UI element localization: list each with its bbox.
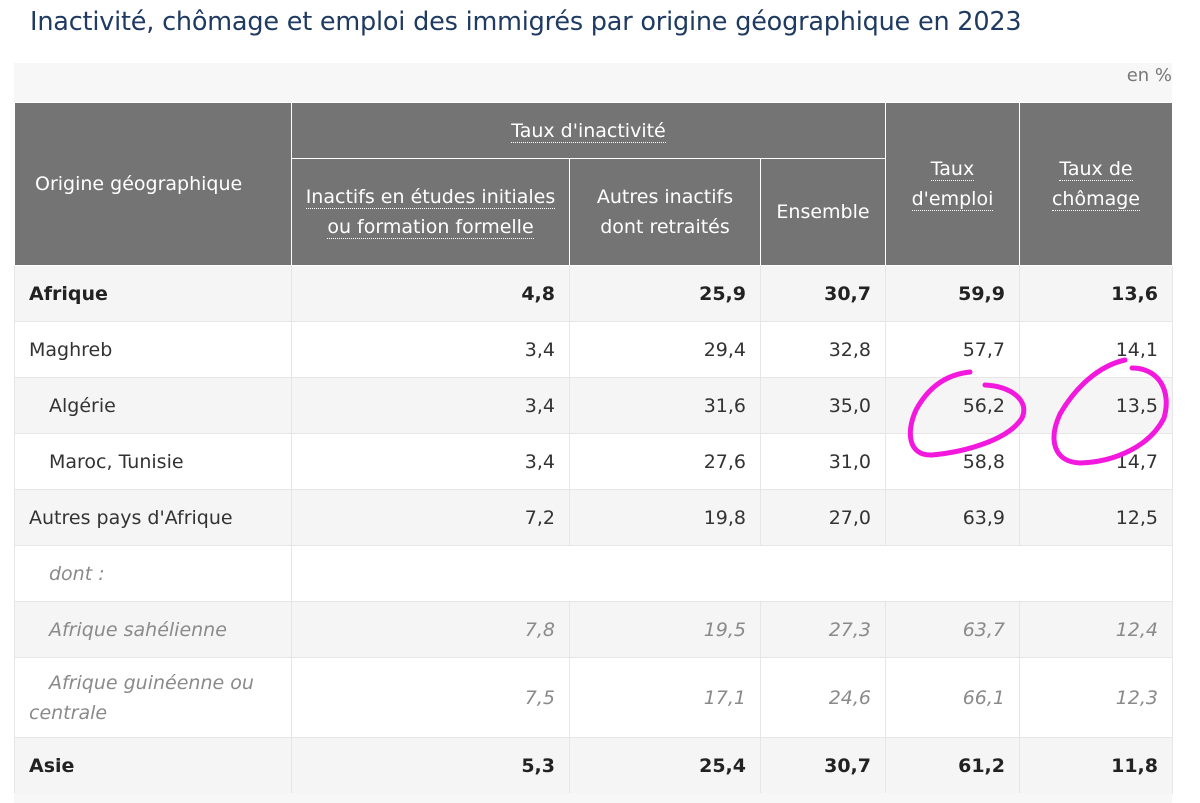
cell-unemployment: 12,5 [1019, 489, 1173, 546]
header-inactivity-group-text: Taux d'inactivité [511, 119, 666, 143]
cell-employment: 63,9 [885, 489, 1020, 546]
cell-employment: 66,1 [885, 657, 1020, 738]
cell-others: 25,4 [569, 737, 761, 794]
cell-others: 19,8 [569, 489, 761, 546]
cell-students: 7,2 [291, 489, 570, 546]
cell-students: 3,4 [291, 321, 570, 378]
cell-total: 27,3 [760, 601, 886, 658]
row-label: Asie [14, 737, 292, 794]
cell-unemployment: 11,8 [1019, 737, 1173, 794]
cell-employment: 61,2 [885, 737, 1020, 794]
cell-unemployment: 13,6 [1019, 265, 1173, 322]
header-total: Ensemble [760, 158, 886, 266]
cell-unemployment: 12,4 [1019, 601, 1173, 658]
cell-others: 29,4 [569, 321, 761, 378]
table-row: Maroc, Tunisie 3,4 27,6 31,0 58,8 14,7 [14, 433, 1173, 490]
header-unemployment-rate: Taux de chômage [1019, 102, 1173, 266]
header-employment-rate: Taux d'emploi [885, 102, 1020, 266]
header-students-text: Inactifs en études initiales ou formatio… [305, 186, 556, 239]
header-employment-rate-text: Taux d'emploi [911, 158, 994, 211]
cell-others: 31,6 [569, 377, 761, 434]
table-row-dont: dont : [14, 545, 1173, 602]
table-row: Afrique guinéenne ou centrale 7,5 17,1 2… [14, 657, 1173, 738]
row-label: Maroc, Tunisie [14, 433, 292, 490]
cell-total: 35,0 [760, 377, 886, 434]
cell-total: 31,0 [760, 433, 886, 490]
cell-employment: 58,8 [885, 433, 1020, 490]
header-students: Inactifs en études initiales ou formatio… [291, 158, 570, 266]
table-bottom-band [14, 793, 1172, 803]
cell-unemployment: 14,1 [1019, 321, 1173, 378]
cell-total: 24,6 [760, 657, 886, 738]
empty-cell [291, 545, 1173, 602]
cell-total: 30,7 [760, 265, 886, 322]
cell-students: 7,5 [291, 657, 570, 738]
page-title: Inactivité, chômage et emploi des immigr… [30, 7, 1022, 37]
header-others: Autres inactifs dont retraités [569, 158, 761, 266]
cell-employment: 57,7 [885, 321, 1020, 378]
cell-total: 30,7 [760, 737, 886, 794]
cell-students: 3,4 [291, 377, 570, 434]
cell-students: 5,3 [291, 737, 570, 794]
table-row: Asie 5,3 25,4 30,7 61,2 11,8 [14, 737, 1173, 794]
cell-unemployment: 14,7 [1019, 433, 1173, 490]
cell-students: 7,8 [291, 601, 570, 658]
cell-others: 27,6 [569, 433, 761, 490]
cell-unemployment: 13,5 [1019, 377, 1173, 434]
table-row: Autres pays d'Afrique 7,2 19,8 27,0 63,9… [14, 489, 1173, 546]
table-row: Algérie 3,4 31,6 35,0 56,2 13,5 [14, 377, 1173, 434]
cell-students: 4,8 [291, 265, 570, 322]
row-label: Autres pays d'Afrique [14, 489, 292, 546]
cell-others: 25,9 [569, 265, 761, 322]
data-table: Origine géographique Taux d'inactivité T… [14, 102, 1173, 794]
unit-label: en % [1126, 65, 1172, 86]
row-label: Afrique sahélienne [14, 601, 292, 658]
cell-others: 19,5 [569, 601, 761, 658]
cell-total: 32,8 [760, 321, 886, 378]
row-label: dont : [14, 545, 292, 602]
cell-total: 27,0 [760, 489, 886, 546]
row-label: Maghreb [14, 321, 292, 378]
unit-band [14, 63, 1172, 103]
table-row: Afrique 4,8 25,9 30,7 59,9 13,6 [14, 265, 1173, 322]
row-label: Algérie [14, 377, 292, 434]
cell-employment: 63,7 [885, 601, 1020, 658]
cell-employment: 56,2 [885, 377, 1020, 434]
cell-employment: 59,9 [885, 265, 1020, 322]
row-label: Afrique guinéenne ou centrale [14, 657, 292, 738]
header-unemployment-rate-text: Taux de chômage [1051, 158, 1140, 211]
header-inactivity-group: Taux d'inactivité [291, 102, 886, 159]
table-row: Afrique sahélienne 7,8 19,5 27,3 63,7 12… [14, 601, 1173, 658]
cell-others: 17,1 [569, 657, 761, 738]
header-origin: Origine géographique [14, 102, 292, 266]
cell-students: 3,4 [291, 433, 570, 490]
table-row: Maghreb 3,4 29,4 32,8 57,7 14,1 [14, 321, 1173, 378]
cell-unemployment: 12,3 [1019, 657, 1173, 738]
row-label: Afrique [14, 265, 292, 322]
